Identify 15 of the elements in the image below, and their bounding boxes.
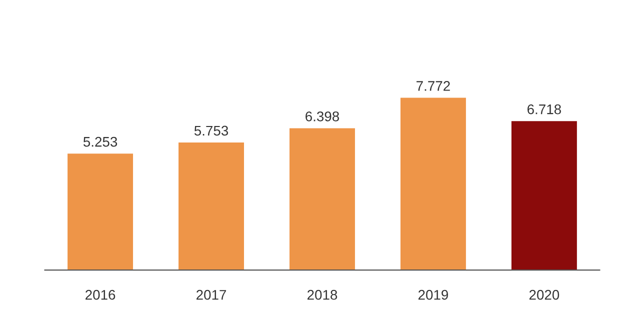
bar — [178, 142, 244, 270]
data-label: 6.398 — [306, 111, 340, 122]
bar — [400, 98, 466, 270]
x-tick-label: 2020 — [529, 290, 560, 300]
bar — [511, 121, 577, 270]
x-tick-label: 2019 — [418, 290, 448, 300]
data-label: 6.718 — [528, 104, 561, 114]
x-tick-label: 2016 — [86, 290, 116, 300]
data-label: 5.753 — [194, 126, 228, 136]
x-tick-label: 2017 — [196, 290, 226, 300]
data-label: 7.772 — [416, 81, 450, 91]
data-label: 5.253 — [83, 136, 118, 147]
bar — [290, 128, 355, 270]
x-tick-label: 2018 — [307, 290, 338, 300]
bar — [68, 154, 134, 270]
